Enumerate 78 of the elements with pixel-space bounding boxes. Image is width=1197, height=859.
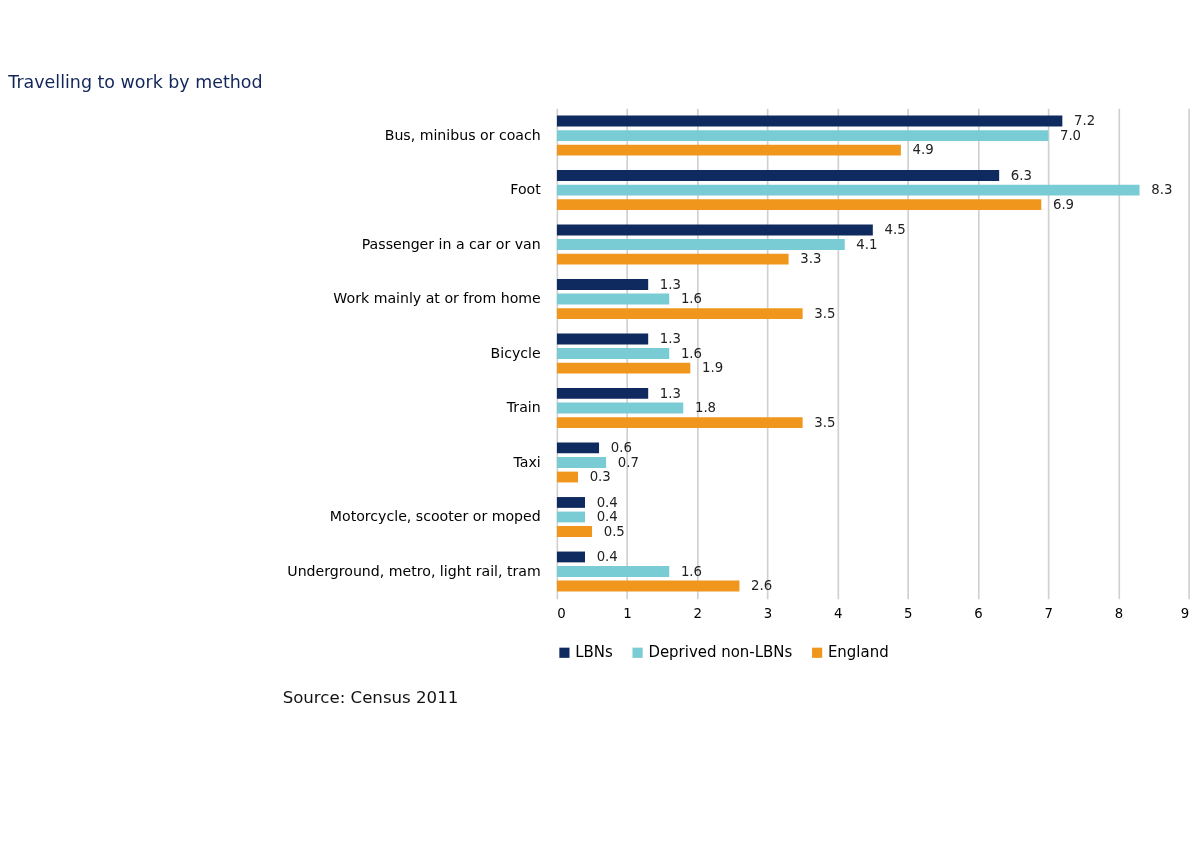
y-tick-label: Underground, metro, light rail, tram <box>287 562 541 579</box>
data-label: 3.3 <box>800 251 822 267</box>
data-label: 1.6 <box>680 563 703 579</box>
legend-label: LBNs <box>575 642 613 661</box>
bar <box>556 566 670 577</box>
bar <box>556 457 607 468</box>
y-tick-label: Passenger in a car or van <box>361 235 541 252</box>
bar <box>556 526 593 537</box>
legend-label: England <box>827 642 889 661</box>
x-tick-label: 4 <box>833 606 843 622</box>
data-label: 6.3 <box>1010 167 1032 183</box>
data-label: 0.4 <box>596 494 618 510</box>
bar <box>556 442 600 454</box>
data-label: 0.5 <box>603 523 625 539</box>
x-tick-label: 0 <box>557 606 566 622</box>
bar <box>556 348 670 359</box>
data-label: 1.6 <box>680 291 703 307</box>
x-tick-label: 8 <box>1114 606 1124 622</box>
data-label: 7.2 <box>1073 113 1096 129</box>
text: Travelling to work by method <box>7 72 263 93</box>
y-tick-label: Work mainly at or from home <box>333 290 541 307</box>
x-tick-label: 9 <box>1180 606 1190 622</box>
bar <box>556 144 901 156</box>
x-tick-label: 3 <box>763 606 773 622</box>
data-label: 1.6 <box>680 345 703 361</box>
y-tick-label: Bus, minibus or coach <box>384 126 541 143</box>
data-label: 6.9 <box>1052 196 1075 212</box>
bar <box>556 184 1140 196</box>
x-tick-label: 5 <box>904 606 913 622</box>
data-label: 4.9 <box>912 142 934 158</box>
source-note: Source: Census 2011 <box>282 688 459 708</box>
bar <box>556 239 845 250</box>
bar <box>556 580 740 592</box>
y-tick-label: Train <box>505 399 541 416</box>
data-label: 1.3 <box>659 385 681 401</box>
bar <box>556 551 586 563</box>
x-tick-label: 1 <box>623 606 632 622</box>
y-tick-label: Foot <box>510 181 542 198</box>
legend-label: Deprived non-LBNs <box>648 642 793 661</box>
data-label: 1.3 <box>659 331 681 347</box>
bar <box>556 199 1042 210</box>
data-label: 0.4 <box>596 549 618 565</box>
bar <box>556 511 586 523</box>
bar <box>556 402 684 414</box>
data-label: 0.7 <box>617 454 639 470</box>
data-label: 7.0 <box>1059 127 1082 143</box>
bar <box>556 497 586 508</box>
data-label: 0.4 <box>596 509 618 525</box>
data-label: 1.8 <box>694 400 717 416</box>
bar <box>556 388 649 399</box>
bar <box>556 333 649 345</box>
bar <box>556 471 578 483</box>
data-label: 4.1 <box>856 236 878 252</box>
bar <box>556 224 873 236</box>
data-label: 3.5 <box>814 305 836 321</box>
data-label: 3.5 <box>814 414 836 430</box>
data-label: 2.6 <box>751 578 773 594</box>
bar <box>556 130 1049 141</box>
bar <box>556 293 670 305</box>
data-label: 0.3 <box>589 469 611 485</box>
bar <box>556 417 803 428</box>
data-label: 8.3 <box>1151 182 1173 198</box>
bar <box>556 362 691 374</box>
data-label: 4.5 <box>884 222 906 238</box>
bar <box>556 115 1063 127</box>
y-tick-label: Bicycle <box>490 344 541 361</box>
y-tick-label: Taxi <box>512 453 541 470</box>
x-tick-label: 6 <box>974 606 983 622</box>
data-label: 0.6 <box>610 440 632 456</box>
bar <box>556 279 649 290</box>
bar <box>556 253 789 265</box>
y-tick-label: Motorcycle, scooter or moped <box>329 508 541 525</box>
x-tick-label: 2 <box>693 606 702 622</box>
bar <box>556 308 803 319</box>
x-tick-label: 7 <box>1044 606 1053 622</box>
bar <box>556 170 1000 181</box>
data-label: 1.9 <box>701 360 724 376</box>
data-label: 1.3 <box>659 276 681 292</box>
